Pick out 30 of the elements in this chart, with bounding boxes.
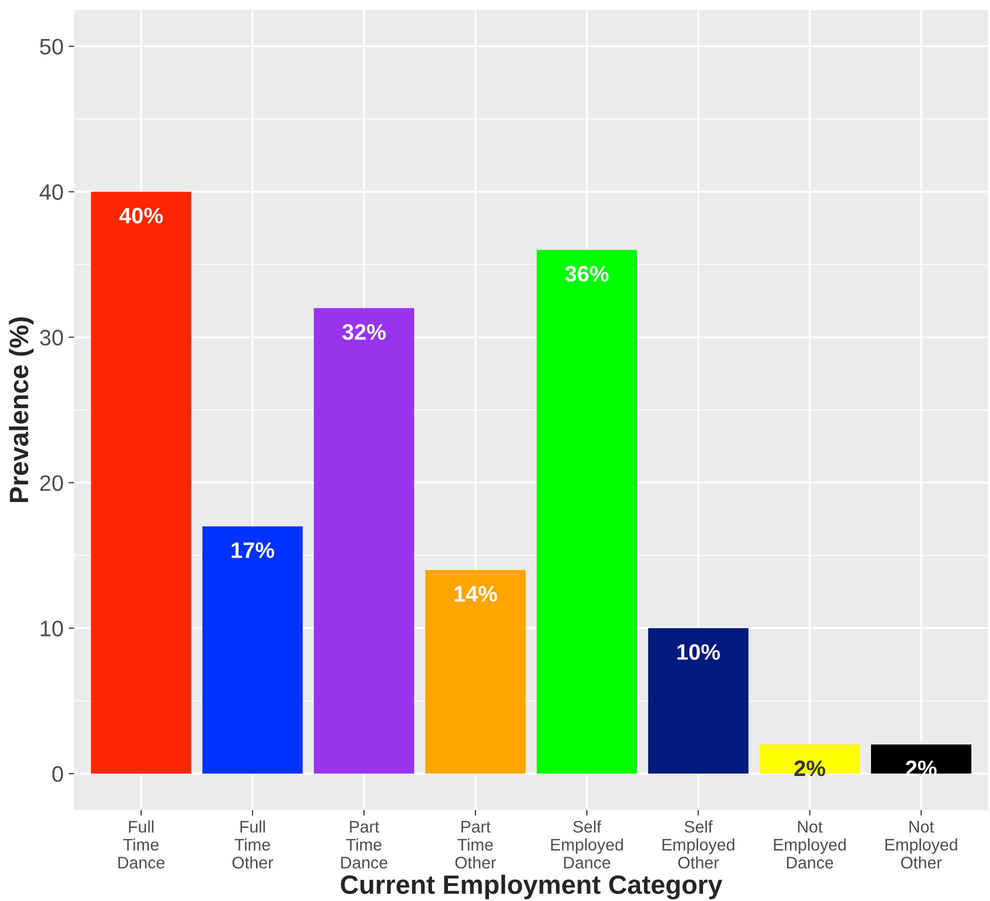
y-tick-label: 40 — [40, 184, 63, 200]
y-tick-label: 10 — [40, 620, 63, 636]
x-tick-label: Part Time Dance — [341, 821, 388, 869]
data-label: 17% — [232, 542, 274, 558]
data-label: 32% — [342, 324, 386, 340]
x-tick-label: Self Employed Other — [662, 820, 734, 869]
bar — [536, 250, 637, 774]
y-tick-label: 0 — [52, 766, 63, 782]
bar — [314, 308, 414, 774]
x-axis-title: Current Employment Category — [340, 874, 722, 900]
data-label: 36% — [565, 266, 609, 282]
data-label: 2% — [794, 760, 826, 776]
data-label: 40% — [119, 208, 163, 224]
x-tick-label: Full Time Other — [232, 820, 274, 869]
data-label: 14% — [454, 586, 498, 602]
x-tick-label: Not Employed Dance — [774, 821, 846, 869]
bar — [425, 570, 526, 774]
x-tick-label: Not Employed Other — [885, 821, 958, 869]
x-tick-label: Full Time Dance — [118, 820, 164, 869]
y-tick-label: 50 — [40, 38, 63, 55]
y-tick-label: 20 — [40, 475, 63, 491]
bar — [202, 526, 303, 774]
x-tick-label: Self Employed Dance — [551, 820, 623, 869]
y-axis-title: Prevalence (%) — [8, 317, 34, 502]
data-label: 2% — [906, 760, 937, 776]
bar — [648, 628, 748, 774]
x-tick-label: Part Time Other — [455, 821, 496, 869]
bar — [90, 192, 192, 774]
data-label: 10% — [677, 644, 720, 660]
y-tick-label: 30 — [40, 330, 63, 346]
